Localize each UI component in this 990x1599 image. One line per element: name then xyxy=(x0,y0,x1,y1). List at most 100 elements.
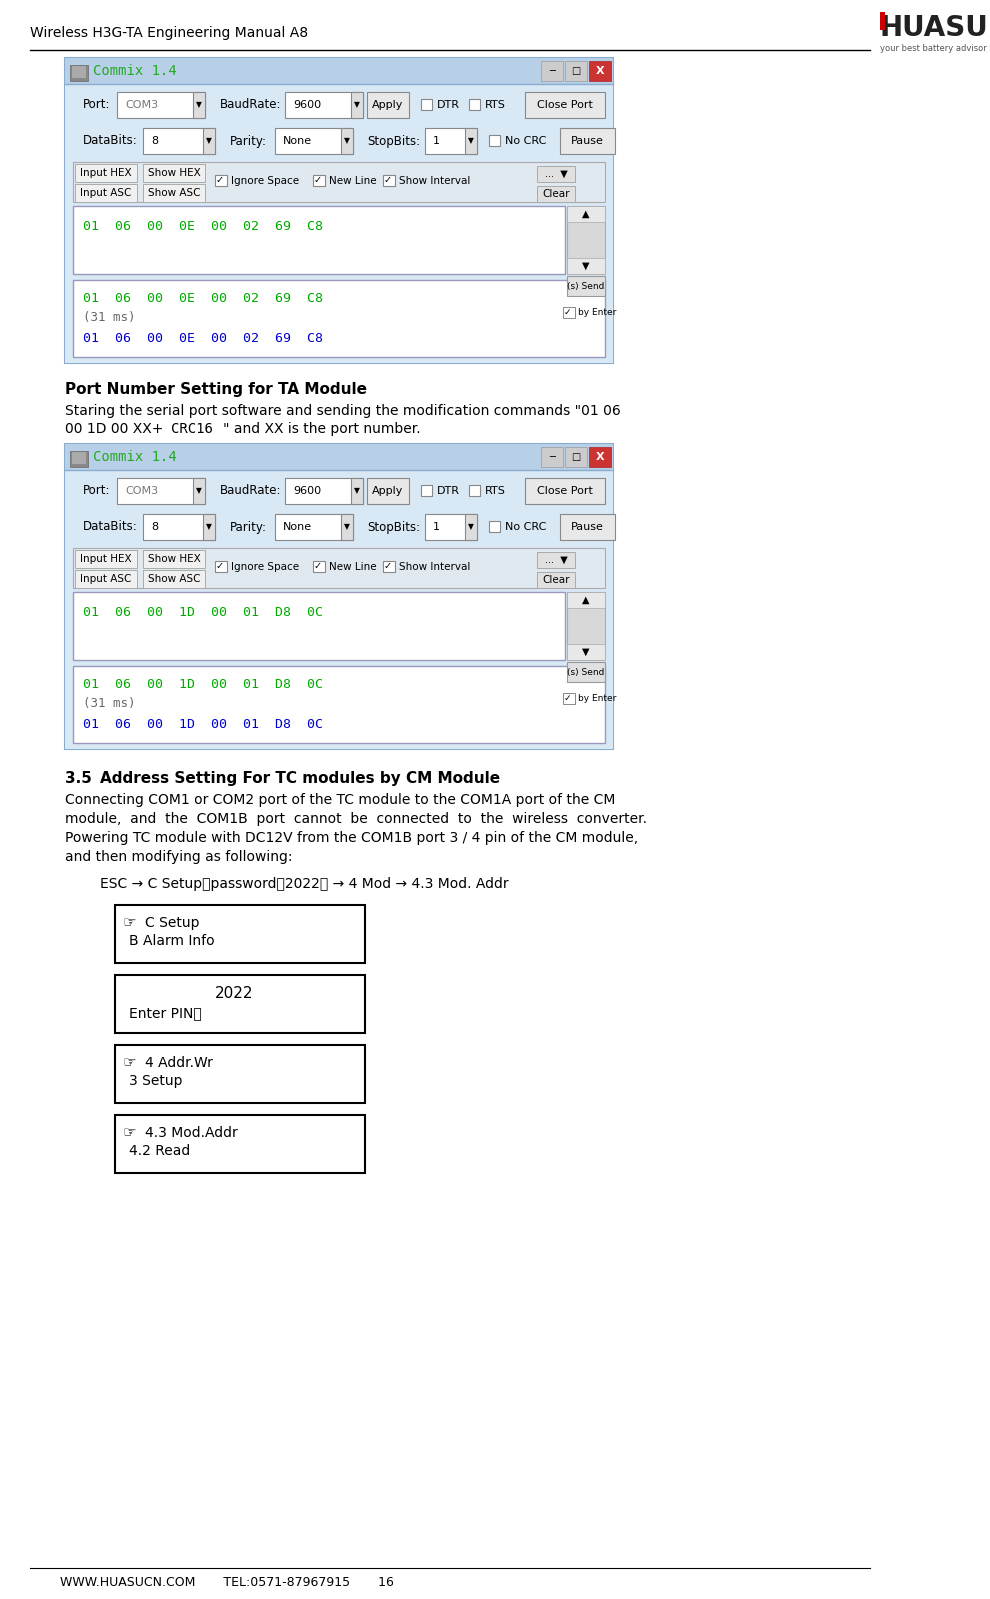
Bar xyxy=(143,165,205,182)
Text: Ignore Space: Ignore Space xyxy=(231,176,299,185)
Text: Connecting COM1 or COM2 port of the TC module to the COM1A port of the CM: Connecting COM1 or COM2 port of the TC m… xyxy=(65,793,616,807)
Text: C Setup: C Setup xyxy=(145,916,200,931)
Bar xyxy=(469,484,480,496)
Bar xyxy=(70,66,88,82)
Bar xyxy=(489,521,500,532)
Text: 1: 1 xyxy=(433,136,440,146)
Text: ▼: ▼ xyxy=(354,486,360,496)
Bar xyxy=(73,206,565,273)
Text: Close Port: Close Port xyxy=(537,486,593,496)
Text: ▼: ▼ xyxy=(354,101,360,109)
Bar xyxy=(143,128,215,154)
Bar xyxy=(567,277,605,296)
Text: StopBits:: StopBits: xyxy=(367,521,420,534)
Bar xyxy=(75,550,137,568)
Text: by Enter: by Enter xyxy=(578,694,617,704)
Bar xyxy=(880,13,885,30)
Bar xyxy=(589,61,611,82)
Text: 4 Addr.Wr: 4 Addr.Wr xyxy=(145,1055,213,1070)
Bar xyxy=(589,448,611,467)
Text: Wireless H3G-TA Engineering Manual A8: Wireless H3G-TA Engineering Manual A8 xyxy=(30,26,308,40)
Bar xyxy=(567,592,605,660)
Text: ☞: ☞ xyxy=(123,1126,137,1140)
Text: ☞: ☞ xyxy=(123,916,137,931)
Bar xyxy=(565,448,587,467)
Text: WWW.HUASUCN.COM       TEL:0571-87967915       16: WWW.HUASUCN.COM TEL:0571-87967915 16 xyxy=(60,1577,394,1589)
Bar xyxy=(313,174,325,185)
Bar xyxy=(65,58,613,85)
Text: Port:: Port: xyxy=(83,484,111,497)
Bar xyxy=(73,280,605,357)
Bar xyxy=(115,1046,365,1103)
Bar xyxy=(143,184,205,201)
Bar xyxy=(215,174,227,185)
Bar xyxy=(193,478,205,504)
Text: StopBits:: StopBits: xyxy=(367,134,420,147)
Text: your best battery advisor: your best battery advisor xyxy=(880,45,987,53)
Bar xyxy=(73,592,565,660)
Text: Clear: Clear xyxy=(543,189,570,198)
Text: Pause: Pause xyxy=(570,521,604,532)
Text: 9600: 9600 xyxy=(293,486,321,496)
Text: Staring the serial port software and sending the modification commands "01 06: Staring the serial port software and sen… xyxy=(65,405,621,417)
Text: Ignore Space: Ignore Space xyxy=(231,561,299,571)
Bar xyxy=(525,93,605,118)
Text: 00 1D 00 XX+: 00 1D 00 XX+ xyxy=(65,422,163,437)
Text: ▼: ▼ xyxy=(206,523,212,531)
Text: BaudRate:: BaudRate: xyxy=(220,484,281,497)
Text: Input HEX: Input HEX xyxy=(80,168,132,177)
Text: New Line: New Line xyxy=(329,561,376,571)
Bar xyxy=(275,513,353,540)
Text: New Line: New Line xyxy=(329,176,376,185)
Text: ✓: ✓ xyxy=(564,694,571,704)
Bar xyxy=(313,561,325,572)
Bar xyxy=(65,445,613,470)
Text: None: None xyxy=(283,521,312,532)
Text: ✓: ✓ xyxy=(216,176,224,185)
Text: □: □ xyxy=(571,66,580,77)
Bar xyxy=(537,166,575,182)
Bar xyxy=(65,470,613,748)
Bar xyxy=(537,572,575,588)
Bar xyxy=(72,66,86,78)
Text: ▲: ▲ xyxy=(582,209,590,219)
Text: DTR: DTR xyxy=(437,486,460,496)
Bar xyxy=(425,128,477,154)
Text: 3.5: 3.5 xyxy=(65,771,92,787)
Text: Apply: Apply xyxy=(372,101,404,110)
Text: ✓: ✓ xyxy=(564,309,571,317)
Text: ▼: ▼ xyxy=(345,136,349,146)
Text: 4.2 Read: 4.2 Read xyxy=(129,1143,190,1158)
Text: DataBits:: DataBits: xyxy=(83,521,138,534)
Text: Input ASC: Input ASC xyxy=(80,574,132,584)
Text: COM3: COM3 xyxy=(125,101,158,110)
Bar xyxy=(537,552,575,568)
Bar xyxy=(465,513,477,540)
Text: X: X xyxy=(596,66,604,77)
Bar xyxy=(421,484,432,496)
Text: Clear: Clear xyxy=(543,576,570,585)
Text: Pause: Pause xyxy=(570,136,604,146)
Text: Parity:: Parity: xyxy=(230,521,267,534)
Text: Input ASC: Input ASC xyxy=(80,189,132,198)
Bar xyxy=(567,644,605,660)
Text: ✓: ✓ xyxy=(216,561,224,571)
Bar xyxy=(203,128,215,154)
Text: Show ASC: Show ASC xyxy=(148,574,200,584)
Text: ▼: ▼ xyxy=(206,136,212,146)
Bar xyxy=(70,451,88,467)
Text: ─: ─ xyxy=(549,453,555,462)
Text: (31 ms): (31 ms) xyxy=(83,312,136,325)
Text: Show HEX: Show HEX xyxy=(148,553,200,564)
Text: X: X xyxy=(596,453,604,462)
Text: 01  06  00  1D  00  01  D8  0C: 01 06 00 1D 00 01 D8 0C xyxy=(83,606,323,619)
Bar xyxy=(560,128,615,154)
Text: Close Port: Close Port xyxy=(537,101,593,110)
Text: B Alarm Info: B Alarm Info xyxy=(129,934,215,948)
Bar xyxy=(117,478,205,504)
Text: 8: 8 xyxy=(151,136,158,146)
Text: Commix 1.4: Commix 1.4 xyxy=(93,449,177,464)
Text: by Enter: by Enter xyxy=(578,309,617,317)
Text: 01  06  00  0E  00  02  69  C8: 01 06 00 0E 00 02 69 C8 xyxy=(83,219,323,232)
Bar xyxy=(193,93,205,118)
